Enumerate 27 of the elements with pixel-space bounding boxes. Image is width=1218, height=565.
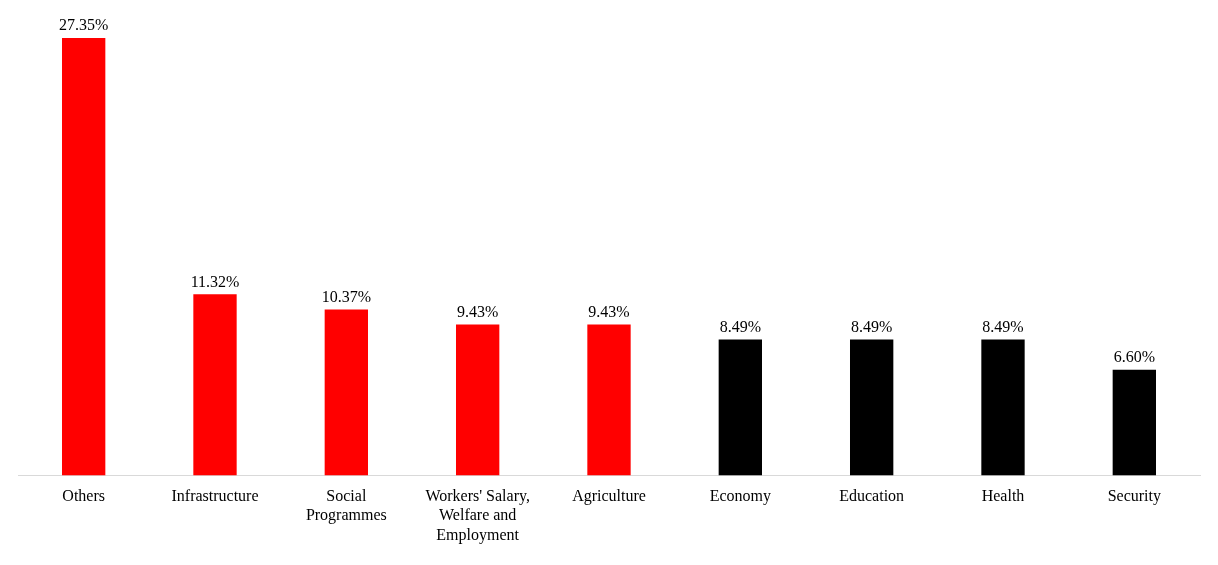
data-label: 9.43% bbox=[457, 302, 499, 320]
x-tick-label: Health bbox=[981, 487, 1025, 505]
x-tick-label: Social Programmes bbox=[305, 487, 387, 525]
bar bbox=[456, 324, 500, 476]
data-label: 27.35% bbox=[59, 16, 109, 34]
bar bbox=[193, 294, 237, 476]
data-label: 8.49% bbox=[851, 317, 893, 335]
x-tick-label: Education bbox=[839, 487, 905, 505]
bar bbox=[981, 339, 1025, 476]
x-tick-label: Agriculture bbox=[572, 487, 646, 506]
x-tick-label: Others bbox=[62, 487, 105, 505]
data-label: 9.43% bbox=[588, 302, 630, 320]
bar bbox=[62, 38, 106, 476]
x-tick-label: Infrastructure bbox=[171, 487, 259, 505]
data-label: 6.60% bbox=[1113, 348, 1155, 366]
bar bbox=[718, 339, 762, 476]
bar bbox=[850, 339, 894, 476]
data-label: 11.32% bbox=[190, 272, 240, 290]
x-tick-label: Economy bbox=[709, 487, 771, 506]
x-tick-label: Security bbox=[1107, 487, 1161, 506]
bar bbox=[324, 309, 368, 476]
bar bbox=[1112, 369, 1156, 476]
data-label: 10.37% bbox=[321, 287, 371, 305]
data-label: 8.49% bbox=[719, 317, 761, 335]
x-tick-label: Workers' Salary, Welfare and Employment bbox=[425, 487, 530, 544]
data-label: 8.49% bbox=[982, 317, 1024, 335]
bar bbox=[587, 324, 631, 476]
